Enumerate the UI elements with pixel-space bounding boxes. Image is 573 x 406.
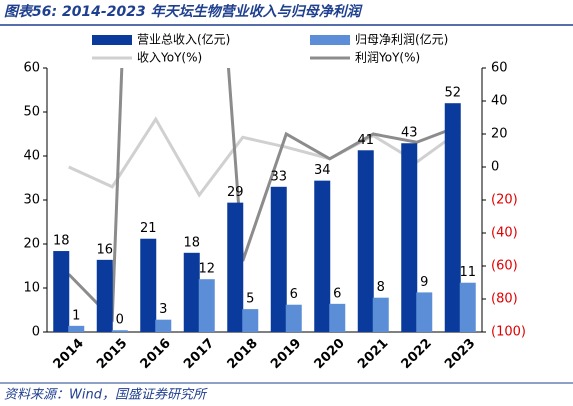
y-tick-label: 20 [23,237,40,252]
legend-label: 归母净利润(亿元) [355,32,448,47]
y2-tick-label: 60 [491,61,508,76]
x-tick-label: 2023 [442,336,478,372]
bar [459,282,476,332]
x-tick-label: 2017 [181,336,217,372]
data-label: 5 [246,292,254,307]
data-label: 34 [314,163,331,178]
data-label: 3 [159,302,167,317]
y2-tick-label: (40) [491,226,518,241]
plot-area [67,68,462,323]
data-label: 43 [401,126,418,141]
data-label: 41 [357,133,374,148]
y2-tick-label: (80) [491,292,518,307]
y-tick-label: 60 [23,61,40,76]
bar [68,325,85,332]
y-tick-label: 10 [23,281,40,296]
data-label: 8 [377,280,385,295]
data-label: 21 [140,221,157,236]
bar [444,103,461,332]
x-tick-label: 2018 [225,336,261,372]
data-label: 6 [290,287,298,302]
bar [155,319,172,332]
x-tick-label: 2020 [312,336,348,372]
bar [227,202,244,332]
data-label: 29 [227,185,244,200]
source: 资料来源：Wind，国盛证券研究所 [4,387,208,403]
line [67,68,461,323]
y2-tick-label: 0 [491,160,499,175]
data-label: 16 [96,242,113,257]
x-tick-label: 2022 [399,336,435,372]
data-label: 33 [270,169,287,184]
bar [357,150,374,332]
legend-label: 营业总收入(亿元) [137,32,230,47]
chart-title: 图表56: 2014-2023 年天坛生物营业收入与归母净利润 [4,3,364,20]
bar [314,180,331,332]
bar [183,252,200,332]
y-tick-label: 50 [23,105,40,120]
y-tick-label: 0 [32,325,40,340]
bar [372,297,389,332]
y-tick-label: 40 [23,149,40,164]
bar [198,279,215,332]
y2-tick-label: 40 [491,94,508,109]
data-label: 18 [183,235,200,250]
bar [416,292,433,332]
bar [111,330,128,332]
data-label: 1 [72,308,80,323]
legend-swatch [92,35,132,45]
y2-tick-label: (60) [491,259,518,274]
x-tick-label: 2019 [268,336,304,372]
bar [53,251,70,332]
data-label: 12 [198,262,215,277]
bar [401,143,418,332]
bar [329,303,346,332]
legend-label: 利润YoY(%) [355,51,420,65]
y2-tick-label: (20) [491,193,518,208]
y2-tick-label: 20 [491,127,508,142]
bar [96,259,113,332]
bar [285,304,302,332]
y-tick-label: 30 [23,193,40,208]
legend-label: 收入YoY(%) [137,51,202,65]
x-tick-label: 2016 [138,336,174,372]
line [68,116,462,198]
data-label: 11 [459,265,476,280]
data-label: 52 [444,86,461,101]
x-tick-label: 2015 [94,336,130,372]
bar [140,238,157,332]
x-tick-label: 2021 [355,336,391,372]
data-label: 6 [333,286,341,301]
data-label: 18 [53,234,70,249]
y2-tick-label: (100) [491,325,526,340]
legend-swatch [310,35,350,45]
x-tick-label: 2014 [51,336,87,372]
data-label: 9 [420,275,428,290]
bar [242,309,259,332]
data-label: 0 [116,313,124,328]
bar [270,186,287,332]
